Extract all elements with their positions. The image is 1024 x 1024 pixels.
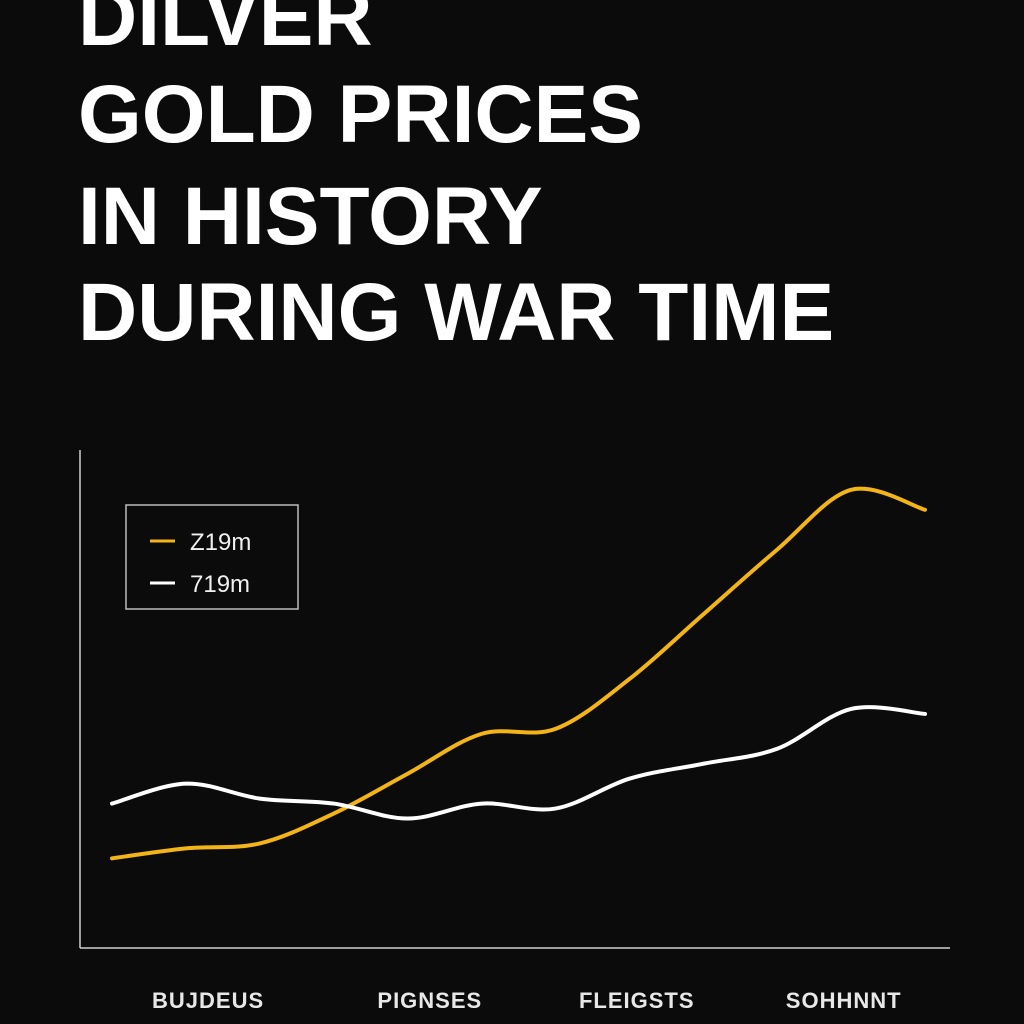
- line-series: [110, 486, 927, 861]
- legend-label: 719m: [190, 571, 250, 598]
- chart-title: DILVER: [78, 0, 373, 63]
- x-tick-label: BUJDEUS: [152, 988, 264, 1013]
- x-tick-label: SOHHNNT: [786, 988, 902, 1013]
- chart-title: GOLD PRICES: [78, 69, 643, 160]
- line-series: [110, 705, 927, 821]
- legend-label: Z19m: [190, 529, 251, 556]
- x-tick-label: PIGNSES: [377, 988, 482, 1013]
- x-tick-label: FLEIGSTS: [579, 988, 695, 1013]
- chart-title: DURING WAR TIME: [78, 267, 834, 358]
- chart-title: IN HISTORY: [78, 171, 543, 262]
- legend-box: [125, 504, 299, 610]
